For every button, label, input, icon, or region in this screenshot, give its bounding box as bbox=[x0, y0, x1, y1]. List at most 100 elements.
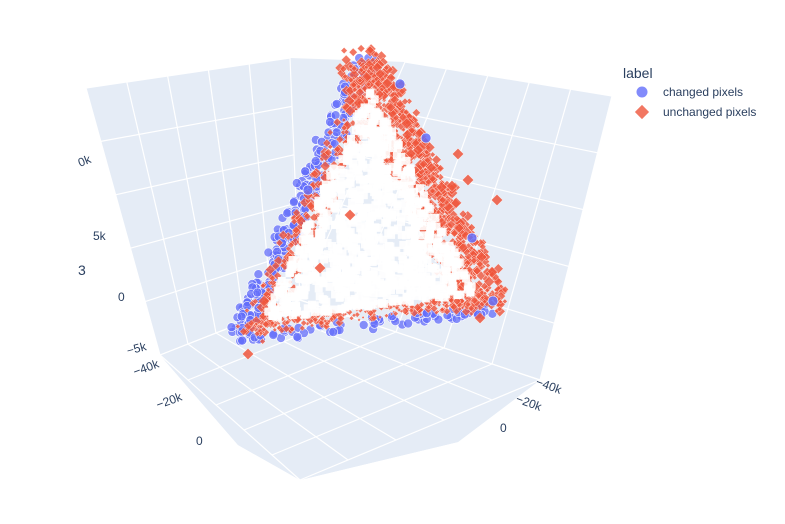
dense-region-point bbox=[334, 283, 343, 292]
dense-region-point bbox=[353, 216, 362, 225]
unchanged-pixel-point bbox=[482, 290, 488, 296]
dense-region-point bbox=[337, 191, 346, 200]
unchanged-pixel-point bbox=[377, 315, 383, 320]
dense-region-point bbox=[370, 113, 379, 121]
unchanged-pixel-point bbox=[485, 262, 491, 269]
unchanged-pixel-point bbox=[429, 151, 436, 158]
changed-pixel-point bbox=[282, 208, 293, 218]
dense-region-point bbox=[424, 243, 432, 252]
dense-region-point bbox=[373, 283, 382, 292]
dense-region-point bbox=[332, 268, 340, 277]
y-tick-label: −20k bbox=[514, 392, 544, 415]
unchanged-pixel-point bbox=[354, 311, 361, 318]
dense-region-point bbox=[323, 250, 332, 259]
dense-region-point bbox=[340, 209, 348, 218]
z-tick-label: 0 bbox=[118, 290, 125, 304]
grid-line bbox=[271, 363, 493, 456]
dense-region-point bbox=[431, 213, 440, 222]
unchanged-pixel-point bbox=[443, 307, 451, 316]
dense-region-point bbox=[314, 284, 323, 293]
dense-region-point bbox=[399, 188, 407, 197]
grid-line bbox=[85, 87, 161, 356]
dense-region-point bbox=[344, 152, 353, 161]
dense-region-point bbox=[337, 221, 346, 230]
dense-region-point bbox=[370, 95, 379, 104]
dense-region-point bbox=[430, 288, 439, 297]
unchanged-pixel-point bbox=[258, 295, 270, 307]
unchanged-pixel-point bbox=[464, 301, 472, 308]
changed-pixel-point bbox=[263, 247, 274, 258]
unchanged-pixel-point bbox=[460, 238, 467, 245]
dense-region-point bbox=[421, 198, 430, 207]
dense-region-point bbox=[366, 228, 375, 236]
unchanged-pixel-point bbox=[392, 310, 399, 317]
dense-region-point bbox=[356, 224, 365, 233]
unchanged-pixel-point bbox=[474, 312, 486, 324]
dense-region-point bbox=[434, 244, 443, 253]
dense-region-point bbox=[362, 262, 371, 271]
dense-region-point bbox=[414, 272, 422, 281]
y-tick-label: −40k bbox=[534, 375, 564, 398]
unchanged-pixel-point bbox=[357, 44, 366, 53]
dense-region-point bbox=[317, 230, 326, 239]
legend[interactable]: label changed pixels unchanged pixels bbox=[623, 65, 756, 120]
dense-region-point bbox=[425, 231, 434, 240]
dense-region-point bbox=[279, 296, 288, 304]
dense-region-point bbox=[420, 222, 429, 230]
unchanged-pixel-point bbox=[452, 214, 461, 223]
unchanged-pixel-point bbox=[497, 299, 504, 305]
changed-pixel-point bbox=[289, 197, 299, 207]
unchanged-pixel-point bbox=[372, 51, 380, 58]
legend-item-changed-pixels[interactable]: changed pixels bbox=[636, 85, 744, 99]
grid-line bbox=[243, 347, 445, 431]
dense-region-point bbox=[277, 277, 286, 285]
dense-region-point bbox=[442, 290, 451, 299]
dense-region-point bbox=[379, 119, 388, 128]
dense-region-point bbox=[417, 217, 426, 226]
dense-region-point bbox=[362, 235, 371, 244]
dense-region-point bbox=[364, 247, 373, 256]
dense-region-point bbox=[343, 142, 352, 151]
changed-pixel-point bbox=[466, 232, 478, 244]
dense-region-point bbox=[376, 148, 385, 157]
dense-region-point bbox=[394, 274, 403, 283]
unchanged-pixel-point bbox=[436, 164, 445, 173]
dense-region-point bbox=[328, 181, 337, 190]
dense-region-point bbox=[337, 215, 345, 224]
dense-region-point bbox=[316, 277, 325, 285]
dense-region-point bbox=[409, 252, 417, 261]
unchanged-pixel-point bbox=[446, 180, 458, 192]
unchanged-pixel-point bbox=[405, 98, 413, 105]
unchanged-pixel-point bbox=[411, 108, 421, 118]
dense-region-point bbox=[397, 171, 406, 180]
changed-pixel-point bbox=[237, 335, 247, 346]
dense-region-point bbox=[387, 286, 395, 294]
grid-line bbox=[207, 69, 245, 323]
dense-region-point bbox=[438, 227, 447, 236]
dense-region-point bbox=[299, 264, 308, 273]
unchanged-pixel-point bbox=[348, 47, 358, 57]
dense-region-point bbox=[402, 292, 411, 301]
changed-pixel-point bbox=[331, 99, 342, 109]
unchanged-pixel-point bbox=[277, 322, 281, 326]
unchanged-pixel-point bbox=[439, 306, 445, 313]
unchanged-pixel-point bbox=[373, 79, 383, 88]
changed-pixel-point bbox=[292, 332, 303, 342]
dense-region-point bbox=[315, 199, 324, 208]
dense-region-point bbox=[305, 234, 314, 243]
unchanged-pixel-point bbox=[288, 325, 296, 333]
unchanged-pixel-point bbox=[452, 148, 464, 160]
dense-region-point bbox=[384, 208, 393, 217]
dense-region-point bbox=[423, 255, 432, 264]
unchanged-pixel-point bbox=[284, 319, 291, 326]
unchanged-pixel-point bbox=[341, 117, 347, 123]
unchanged-pixel-point bbox=[326, 129, 334, 136]
legend-item-unchanged-pixels[interactable]: unchanged pixels bbox=[634, 104, 756, 120]
dense-region-point bbox=[321, 221, 330, 230]
unchanged-pixel-point bbox=[370, 314, 378, 322]
unchanged-pixel-point bbox=[304, 197, 312, 204]
dense-region-point bbox=[300, 229, 309, 237]
dense-region-point bbox=[371, 107, 380, 116]
dense-region-point bbox=[293, 256, 302, 265]
